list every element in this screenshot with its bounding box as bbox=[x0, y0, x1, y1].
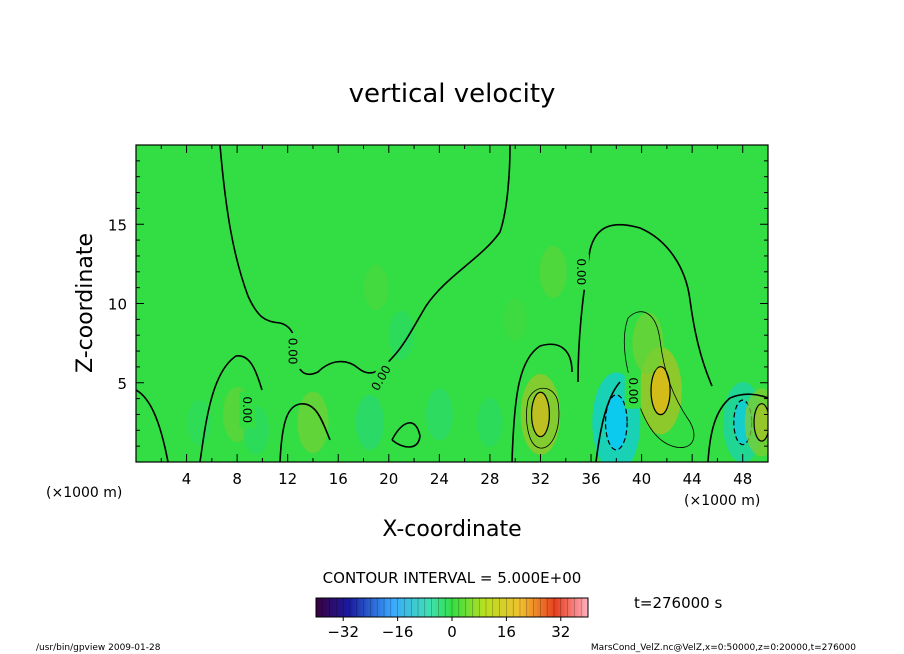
x-tick-label: 44 bbox=[683, 470, 702, 488]
velocity-cell-13 bbox=[388, 310, 415, 360]
velocity-cell-8 bbox=[632, 312, 664, 374]
zero-contour-left bbox=[219, 145, 511, 376]
x-tick-label: 8 bbox=[232, 470, 242, 488]
x-tick-label: 36 bbox=[581, 470, 600, 488]
footer-right: MarsCond_VelZ.nc@VelZ,x=0:50000,z=0:2000… bbox=[591, 643, 856, 653]
footer-left: /usr/bin/gpview 2009-01-28 bbox=[36, 643, 161, 653]
velocity-cell-core-5 bbox=[530, 391, 550, 438]
x-axis-unit-left: (×1000 m) bbox=[46, 485, 122, 501]
contour-label-0: 0.00 bbox=[286, 338, 300, 365]
colorbar-tick-label: −32 bbox=[327, 623, 359, 641]
colorbar-tick-label: 16 bbox=[497, 623, 516, 641]
y-axis-ticks: 5 10 15 bbox=[108, 160, 768, 447]
velocity-cell-15 bbox=[503, 298, 527, 341]
contour-label-bg-1 bbox=[239, 391, 256, 428]
velocity-cell-16 bbox=[364, 264, 389, 311]
zero-contour-lower bbox=[136, 343, 768, 462]
x-tick-label: 24 bbox=[430, 470, 449, 488]
y-tick-label: 5 bbox=[117, 375, 127, 393]
velocity-cell-3 bbox=[187, 399, 212, 446]
chart-title: vertical velocity bbox=[349, 79, 556, 109]
contour-label-bg-0 bbox=[284, 333, 301, 370]
colorbar-tick-label: 0 bbox=[447, 623, 457, 641]
x-tick-label: 20 bbox=[379, 470, 398, 488]
x-tick-label: 48 bbox=[733, 470, 752, 488]
x-axis-ticks: 4 8 12 16 20 24 28 32 36 40 44 48 bbox=[135, 145, 769, 488]
x-tick-label: 40 bbox=[632, 470, 651, 488]
contour-label-4: 0.00 bbox=[626, 377, 640, 404]
velocity-cell-4 bbox=[355, 394, 385, 450]
x-axis-unit-right: (×1000 m) bbox=[684, 493, 760, 509]
contour-label-bg-3 bbox=[572, 253, 589, 290]
velocity-cell-core-6 bbox=[604, 394, 628, 451]
velocity-cell-core-7 bbox=[650, 366, 671, 416]
colorbar-tick-label: −16 bbox=[382, 623, 414, 641]
contour-label-bg-4 bbox=[624, 372, 641, 409]
contour-interval-text: CONTOUR INTERVAL = 5.000E+00 bbox=[323, 569, 582, 587]
zero-contour bbox=[136, 145, 768, 462]
velocity-cell-14 bbox=[539, 245, 567, 298]
thin-contour-center bbox=[526, 387, 560, 449]
colorbar-stripes bbox=[322, 598, 582, 617]
x-tick-label: 4 bbox=[182, 470, 192, 488]
contour-label-1: 0.00 bbox=[240, 396, 254, 423]
x-tick-label: 12 bbox=[278, 470, 297, 488]
contour-label-3: 0.00 bbox=[574, 258, 588, 285]
y-tick-label: 10 bbox=[108, 296, 127, 314]
x-tick-label: 32 bbox=[531, 470, 550, 488]
x-axis-label: X-coordinate bbox=[382, 517, 521, 542]
contour-label-bg-2 bbox=[365, 358, 398, 398]
time-text: t=276000 s bbox=[634, 594, 722, 612]
zero-contour-right bbox=[577, 223, 713, 387]
x-tick-label: 28 bbox=[480, 470, 499, 488]
velocity-cell-12 bbox=[477, 397, 503, 447]
velocity-cell-1 bbox=[297, 391, 329, 454]
x-tick-label: 16 bbox=[329, 470, 348, 488]
velocity-cells bbox=[187, 245, 768, 462]
velocity-cell-11 bbox=[425, 388, 453, 441]
colorbar-ticks: −32 −16 0 16 32 bbox=[327, 617, 570, 641]
colorbar-tick-label: 32 bbox=[551, 623, 570, 641]
y-tick-label: 15 bbox=[108, 216, 127, 234]
velocity-cell-core-10 bbox=[753, 403, 768, 442]
y-axis-label: Z-coordinate bbox=[73, 233, 98, 373]
